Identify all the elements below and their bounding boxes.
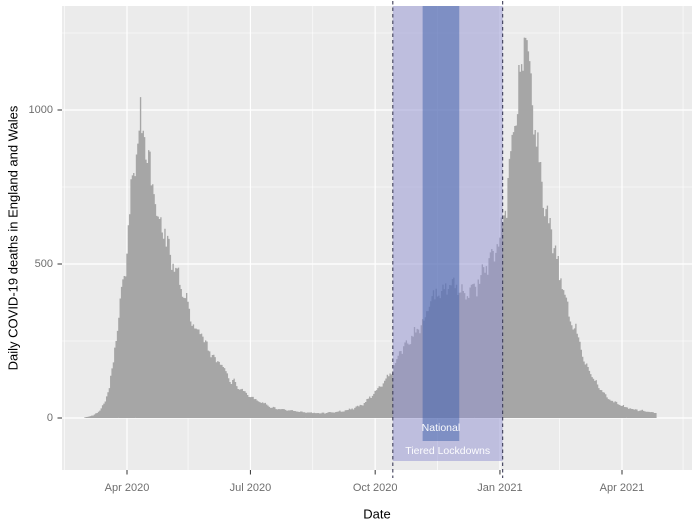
x-tick-label: Jul 2020 bbox=[229, 482, 272, 494]
daily-deaths-bars bbox=[84, 37, 657, 419]
x-tick-label: Jan 2021 bbox=[477, 482, 523, 494]
x-axis-title: Date bbox=[363, 506, 391, 522]
x-tick-label: Apr 2021 bbox=[599, 482, 645, 494]
y-tick-label: 0 bbox=[46, 412, 53, 424]
y-tick-label: 500 bbox=[34, 258, 53, 270]
national-lockdown-label: National bbox=[421, 422, 461, 434]
x-tick-label: Apr 2020 bbox=[104, 482, 150, 494]
national-lockdown-band bbox=[422, 6, 460, 441]
y-axis-title: Daily COVID-19 deaths in England and Wal… bbox=[5, 105, 21, 371]
y-tick-label: 1000 bbox=[28, 104, 53, 116]
x-tick-label: Oct 2020 bbox=[352, 482, 398, 494]
tiered-lockdowns-label: Tiered Lockdowns bbox=[405, 445, 491, 457]
